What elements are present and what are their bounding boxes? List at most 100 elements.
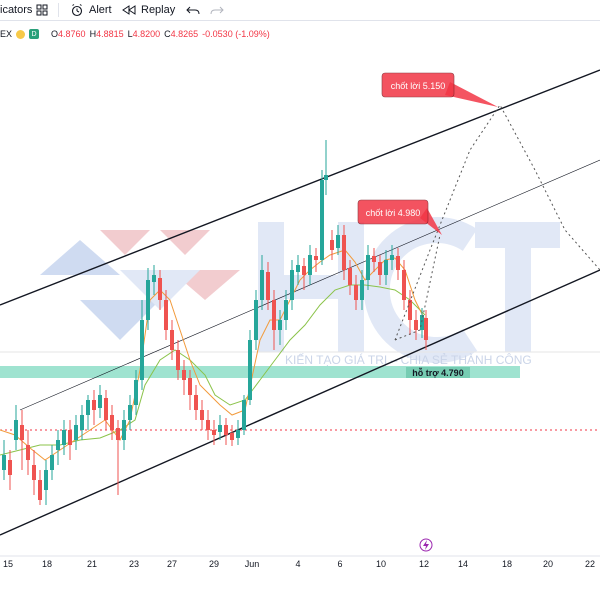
candle [188,370,192,410]
candle [32,450,36,495]
candle [116,420,120,495]
candle [80,405,84,440]
candle [342,225,346,280]
moving-average-fast [0,249,426,461]
projection-path [394,104,600,341]
candle [62,420,66,455]
candle [92,390,96,425]
candle [354,275,358,310]
watermark-letter-c [363,217,478,363]
candle [26,430,30,475]
projection-path-short [394,234,441,341]
open-value: 4.8760 [58,29,86,39]
callout-target-mid[interactable]: chốt lời 4.980 [357,199,442,235]
candle [290,260,294,310]
candle [260,255,264,310]
redo-button[interactable] [210,0,224,20]
x-axis: 15 18 21 23 27 29 Jun 4 6 10 12 14 18 20 22 [3,559,595,569]
x-tick-label: 15 [3,559,13,569]
callout-support-label: hỗ trợ 4.790 [412,368,463,378]
candle [224,418,228,445]
replay-label: Replay [141,4,176,16]
candle [330,230,334,260]
x-tick-label: 23 [129,559,139,569]
replay-button[interactable]: Replay [122,0,175,20]
candle [396,248,400,280]
candle [230,425,234,446]
candle [420,308,424,338]
redo-icon [210,6,224,15]
layout-grid-icon [36,4,48,16]
candle [402,260,406,310]
candle [284,290,288,330]
x-tick-label: 18 [42,559,52,569]
x-tick-label: 12 [419,559,429,569]
candle [50,445,54,480]
x-tick-label: 22 [585,559,595,569]
candle [146,268,150,330]
candle [236,420,240,445]
candle [44,460,48,505]
candle [14,405,18,450]
watermark-diamond-top2 [160,230,210,255]
candle [110,405,114,440]
candle [206,410,210,440]
candle [248,330,252,405]
alert-button[interactable]: Alert [70,0,112,20]
candle [176,340,180,380]
watermark-diamond-top [100,230,150,255]
symbol-suffix: EX [0,29,13,39]
callout-target-high-label: chốt lời 5.150 [391,81,445,91]
candles-group [2,140,428,505]
callout-target-high[interactable]: chốt lời 5.150 [381,72,498,107]
candle [384,250,388,285]
watermark-diamond-left [40,240,120,275]
change-value: -0.0530 (-1.09%) [202,29,270,39]
candle [278,310,282,345]
undo-button[interactable] [186,0,200,20]
candle [74,415,78,450]
candle [200,400,204,430]
x-tick-label: Jun [245,559,260,569]
candle [414,310,418,340]
watermark-letter-h-bar [258,275,364,299]
events-lightning-icon[interactable] [419,538,433,552]
candle [158,270,162,310]
ohlc-legend: EX D O4.8760 H4.8815 L4.8200 C4.8265 -0.… [0,24,270,44]
channel-lower-line[interactable] [0,269,600,536]
candle [302,258,306,290]
toolbar-divider [58,3,59,17]
x-tick-label: 6 [337,559,342,569]
support-zone[interactable] [0,366,520,378]
watermark-diamond-bottom [80,300,160,340]
layout-button[interactable] [36,0,48,20]
market-status-dot-icon [16,29,26,39]
alarm-clock-icon [71,4,83,17]
candle [360,270,364,310]
candle [320,170,324,265]
candle [140,300,144,390]
hct-watermark: KIẾN TẠO GIÁ TRỊ – CHIA SẺ THÀNH CÔNG [40,217,560,367]
indicators-button[interactable]: icators [0,0,32,20]
x-tick-label: 21 [87,559,97,569]
candle [272,290,276,350]
callout-target-mid-label: chốt lời 4.980 [366,208,420,218]
indicators-label: icators [0,4,33,16]
high-label: H [89,29,97,39]
candle [324,140,328,195]
candle [212,420,216,445]
undo-icon [186,6,200,15]
candle [308,245,312,285]
callout-support[interactable]: hỗ trợ 4.790 [406,367,470,378]
candle [366,245,370,290]
candle [372,248,376,272]
candle [254,290,258,350]
channel-upper-line[interactable] [0,69,600,306]
x-tick-label: 14 [458,559,468,569]
candle [98,385,102,418]
replay-icon [122,5,136,15]
candle [182,360,186,395]
candle [104,390,108,430]
candle [8,450,12,490]
